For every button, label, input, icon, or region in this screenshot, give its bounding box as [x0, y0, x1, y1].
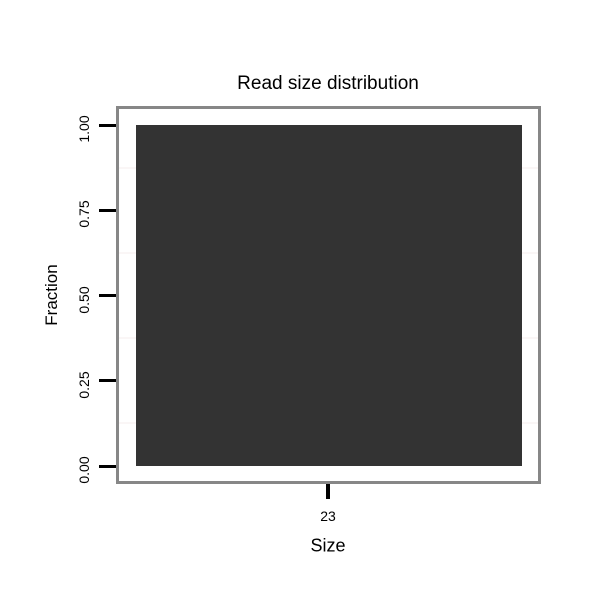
- y-tick: [99, 123, 116, 127]
- plot-panel: [116, 106, 541, 484]
- bar-23: [136, 125, 522, 466]
- y-tick-label: 0.75: [76, 200, 92, 228]
- y-tick-label: 0.50: [76, 285, 92, 314]
- y-tick: [99, 208, 116, 212]
- x-axis-label: Size: [310, 535, 346, 556]
- chart-title: Read size distribution: [237, 73, 419, 94]
- y-tick: [99, 464, 116, 468]
- y-tick-label: 0.25: [76, 371, 92, 399]
- y-tick-label: 1.00: [76, 115, 92, 143]
- x-tick: [326, 484, 330, 499]
- y-axis-label: Fraction: [42, 264, 61, 326]
- y-tick-label: 0.00: [76, 456, 92, 484]
- x-tick-label: 23: [320, 508, 336, 524]
- y-tick: [99, 379, 116, 383]
- y-tick: [99, 294, 116, 297]
